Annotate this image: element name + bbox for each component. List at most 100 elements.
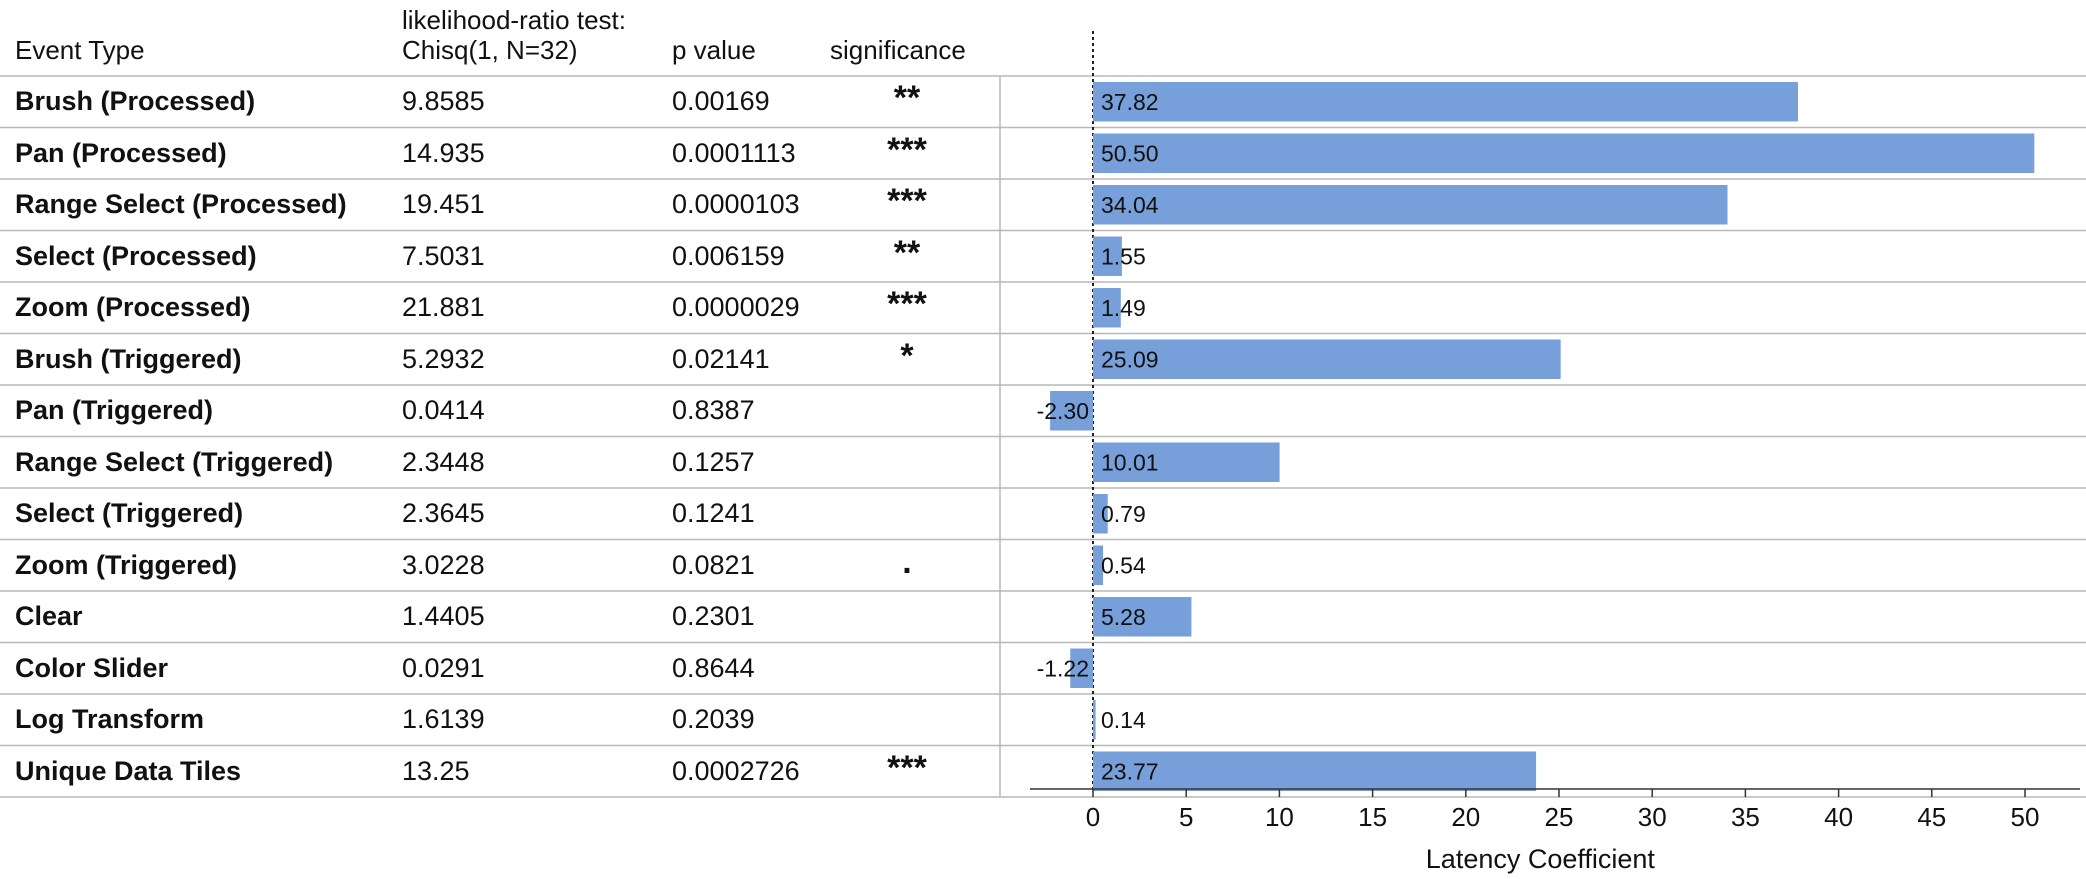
x-axis-title: Latency Coefficient bbox=[1426, 844, 1656, 874]
table-row: Log Transform 1.6139 0.2039 bbox=[0, 694, 2086, 745]
bar bbox=[1093, 751, 1537, 791]
event-type-cell: Pan (Triggered) bbox=[15, 395, 214, 425]
significance-cell bbox=[882, 643, 932, 694]
significance-cell bbox=[882, 591, 932, 642]
bar-value-label: 1.55 bbox=[1101, 243, 1146, 269]
p-value-cell: 0.006159 bbox=[672, 240, 785, 271]
p-value-cell: 0.0000103 bbox=[672, 189, 800, 219]
chisq-cell: 13.25 bbox=[402, 755, 470, 786]
p-value-cell: 0.8644 bbox=[672, 652, 755, 683]
event-type-cell: Pan (Processed) bbox=[15, 137, 227, 168]
table-row: Brush (Processed) 9.8585 0.00169 ** bbox=[0, 76, 2086, 127]
p-value-cell: 0.0002726 bbox=[672, 755, 800, 786]
event-type-cell: Select (Processed) bbox=[15, 240, 257, 271]
header-event-type-label: Event Type bbox=[15, 35, 145, 65]
significance-cell: *** bbox=[887, 182, 927, 220]
p-value-cell: 0.2301 bbox=[672, 601, 755, 631]
chisq-cell: 2.3645 bbox=[402, 498, 485, 528]
bar-value-label: 23.77 bbox=[1101, 758, 1159, 784]
significance-cell: ** bbox=[893, 79, 921, 117]
chisq-cell: 0.0414 bbox=[402, 395, 485, 425]
header-p-value-label: p value bbox=[672, 35, 756, 65]
chisq-cell: 14.935 bbox=[402, 137, 485, 168]
chisq-cell: 7.5031 bbox=[402, 240, 485, 271]
event-type-cell: Color Slider bbox=[15, 652, 169, 683]
bar-value-label: -1.22 bbox=[1037, 655, 1089, 681]
p-value-cell: 0.00169 bbox=[672, 86, 770, 116]
p-value-cell: 0.8387 bbox=[672, 395, 755, 425]
bar bbox=[1050, 391, 1093, 431]
bar bbox=[1093, 545, 1104, 585]
table-row: Color Slider 0.0291 0.8644 bbox=[0, 643, 2086, 694]
table-row: Select (Processed) 7.5031 0.006159 ** bbox=[0, 231, 2086, 282]
table-row: Zoom (Processed) 21.881 0.0000029 *** bbox=[0, 282, 2086, 333]
x-tick-label: 10 bbox=[1265, 802, 1294, 832]
bar-value-label: 25.09 bbox=[1101, 346, 1159, 372]
x-tick-label: 25 bbox=[1545, 802, 1574, 832]
table-row: Zoom (Triggered) 3.0228 0.0821. bbox=[0, 540, 2086, 591]
significance-cell: *** bbox=[887, 130, 927, 169]
chisq-cell: 1.6139 bbox=[402, 704, 485, 734]
bar-value-label: 10.01 bbox=[1101, 449, 1159, 475]
significance-cell: ** bbox=[893, 233, 921, 272]
p-value-cell: 0.02141 bbox=[672, 343, 770, 374]
bar bbox=[1093, 442, 1280, 482]
table-row: Pan (Processed) 14.935 0.0001113 *** bbox=[0, 128, 2086, 179]
significance-cell: * bbox=[900, 336, 914, 375]
significance-cell bbox=[882, 437, 932, 488]
bar bbox=[1093, 700, 1096, 740]
significance-cell bbox=[882, 694, 932, 745]
p-value-cell: 0.0001113 bbox=[672, 137, 796, 168]
significance-cell bbox=[882, 488, 932, 539]
x-tick-label: 35 bbox=[1731, 802, 1760, 832]
event-type-cell: Select (Triggered) bbox=[15, 498, 244, 528]
table-row: Pan (Triggered) 0.0414 0.8387 bbox=[0, 385, 2086, 436]
chisq-cell: 5.2932 bbox=[402, 343, 485, 374]
header-test: likelihood-ratio test: Chisq(1, N=32) bbox=[402, 5, 626, 65]
p-value-cell: 0.1257 bbox=[672, 446, 755, 477]
header-event-type: Event Type bbox=[15, 35, 145, 65]
bar bbox=[1093, 185, 1728, 225]
bar bbox=[1070, 648, 1093, 688]
table-row: Range Select (Triggered) 2.3448 0.1257 bbox=[0, 437, 2086, 488]
x-tick-label: 15 bbox=[1358, 802, 1387, 832]
header-significance: significance bbox=[830, 35, 966, 65]
header-test-line2: Chisq(1, N=32) bbox=[402, 35, 578, 65]
event-type-cell: Brush (Triggered) bbox=[15, 343, 242, 374]
event-type-cell: Clear bbox=[15, 601, 83, 631]
p-value-cell: 0.2039 bbox=[672, 704, 755, 734]
chisq-cell: 2.3448 bbox=[402, 446, 485, 477]
x-tick-label: 5 bbox=[1179, 802, 1193, 832]
bar-value-label: 0.79 bbox=[1101, 501, 1146, 527]
bar bbox=[1093, 236, 1122, 276]
chisq-cell: 19.451 bbox=[402, 189, 485, 219]
significance-cell: *** bbox=[887, 285, 927, 323]
x-tick-label: 0 bbox=[1086, 802, 1100, 832]
bar bbox=[1093, 339, 1561, 379]
header-test-line1: likelihood-ratio test: bbox=[402, 5, 626, 35]
event-type-cell: Zoom (Triggered) bbox=[15, 549, 237, 580]
bar-value-label: 34.04 bbox=[1101, 192, 1159, 218]
significance-cell bbox=[882, 385, 932, 436]
bar-value-label: 37.82 bbox=[1101, 89, 1159, 115]
bar bbox=[1093, 494, 1108, 534]
bar-value-label: 50.50 bbox=[1101, 140, 1159, 166]
x-tick-label: 50 bbox=[2011, 802, 2040, 832]
event-type-cell: Unique Data Tiles bbox=[15, 755, 242, 786]
bar-value-label: 0.14 bbox=[1101, 707, 1146, 733]
chisq-cell: 1.4405 bbox=[402, 601, 485, 631]
event-type-cell: Range Select (Triggered) bbox=[15, 446, 334, 477]
p-value-cell: 0.0821 bbox=[672, 549, 755, 580]
header-p-value: p value bbox=[672, 35, 756, 65]
x-tick-label: 30 bbox=[1638, 802, 1667, 832]
bar-value-label: 1.49 bbox=[1101, 295, 1146, 321]
bar bbox=[1093, 82, 1798, 122]
x-tick-label: 40 bbox=[1824, 802, 1853, 832]
table-row: Unique Data Tiles 13.25 0.0002726 *** bbox=[0, 746, 2086, 797]
event-type-cell: Brush (Processed) bbox=[15, 86, 256, 116]
bar bbox=[1093, 133, 2035, 173]
chisq-cell: 9.8585 bbox=[402, 86, 485, 116]
bar-value-label: -2.30 bbox=[1037, 398, 1089, 424]
event-type-cell: Log Transform bbox=[15, 704, 205, 734]
